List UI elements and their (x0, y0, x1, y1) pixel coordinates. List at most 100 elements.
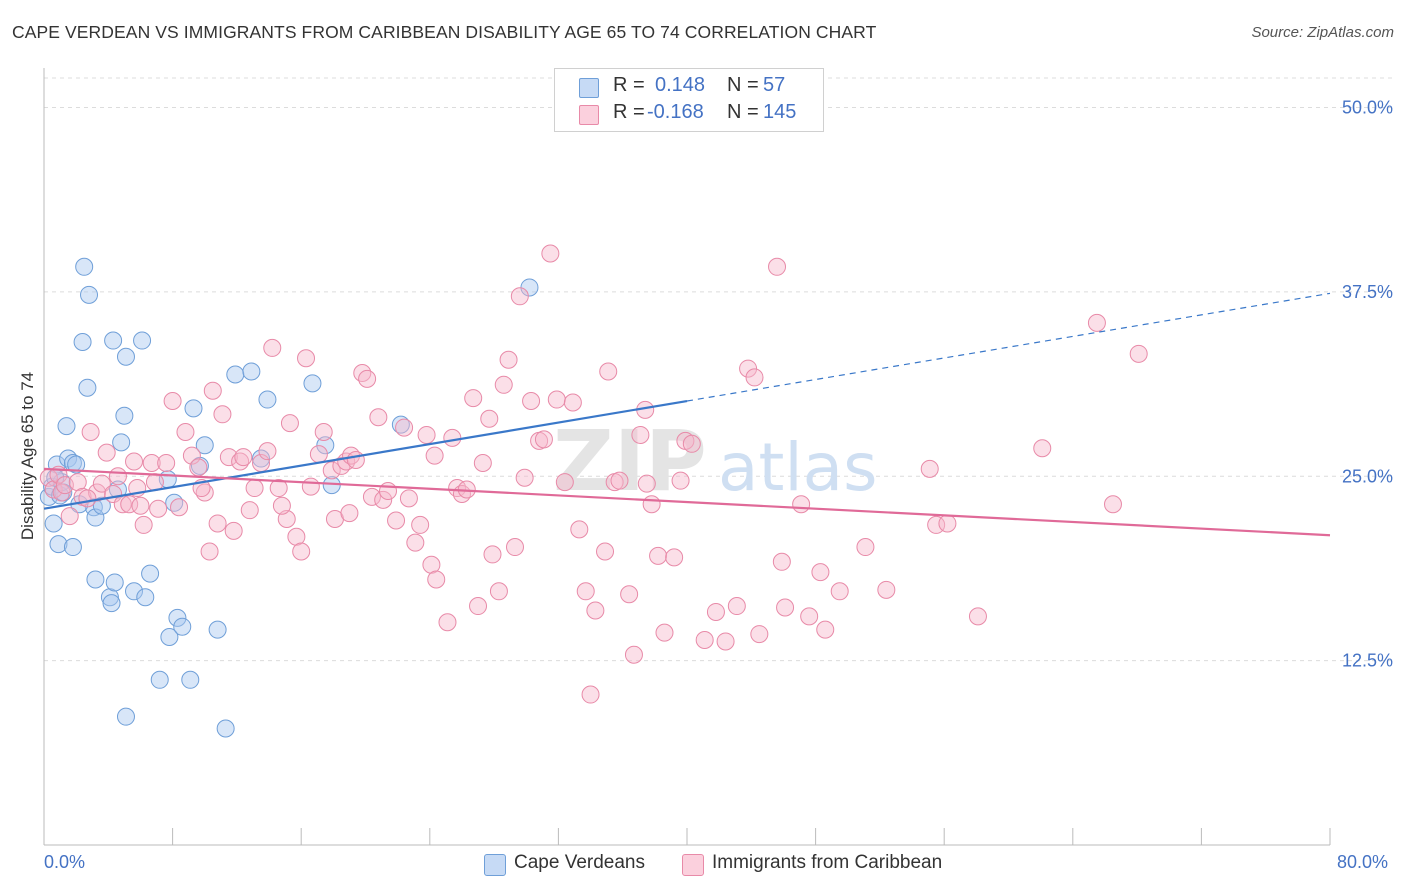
legend-label: Cape Verdeans (514, 852, 645, 873)
chart-title: CAPE VERDEAN VS IMMIGRANTS FROM CARIBBEA… (12, 22, 877, 42)
point-caribbean (695, 630, 714, 649)
point-caribbean (208, 514, 227, 533)
y-tick-labels: 12.5% 25.0% 37.5% 50.0% (1342, 98, 1393, 671)
point-cape-verdean (86, 570, 105, 589)
point-cape-verdean (316, 436, 335, 455)
trend-lines (43, 292, 1331, 537)
point-cape-verdean (133, 331, 152, 350)
point-caribbean (570, 520, 589, 539)
point-caribbean (443, 428, 462, 447)
stats-legend: R = 0.148 N = 57 R = -0.168 N = 145 (554, 68, 824, 132)
point-caribbean (120, 495, 139, 514)
point-caribbean (189, 458, 208, 477)
point-caribbean (494, 375, 513, 394)
point-cape-verdean (141, 564, 160, 583)
point-caribbean (387, 511, 406, 530)
point-caribbean (581, 685, 600, 704)
point-caribbean (489, 582, 508, 601)
legend-row-caribbean: R = -0.168 N = 145 (555, 101, 823, 127)
point-caribbean (422, 555, 441, 574)
point-caribbean (97, 443, 116, 462)
point-caribbean (234, 448, 253, 467)
point-cape-verdean (57, 417, 76, 436)
point-caribbean (170, 498, 189, 517)
point-cape-verdean (80, 285, 99, 304)
point-caribbean (292, 542, 311, 561)
point-caribbean (309, 445, 328, 464)
legend-n-label: N = (727, 101, 759, 123)
point-caribbean (322, 461, 341, 480)
point-cape-verdean (116, 347, 135, 366)
point-caribbean (219, 448, 238, 467)
point-caribbean (522, 392, 541, 411)
point-caribbean (374, 490, 393, 509)
point-caribbean (1103, 495, 1122, 514)
point-caribbean (395, 418, 414, 437)
point-caribbean (258, 442, 277, 461)
point-cape-verdean (226, 365, 245, 384)
point-cape-verdean (168, 608, 187, 627)
point-caribbean (599, 362, 618, 381)
point-caribbean (968, 607, 987, 626)
point-cape-verdean (67, 455, 86, 474)
point-caribbean (610, 471, 629, 490)
legend-row-cape-verdeans: R = 0.148 N = 57 (555, 74, 823, 100)
point-cape-verdean (115, 406, 134, 425)
point-cape-verdean (160, 628, 179, 647)
y-tick-label: 50.0% (1342, 98, 1393, 118)
point-cape-verdean (258, 390, 277, 409)
point-caribbean (224, 521, 243, 540)
point-caribbean (314, 423, 333, 441)
point-caribbean (1129, 344, 1148, 363)
point-cape-verdean (63, 538, 82, 557)
point-caribbean (464, 389, 483, 408)
point-caribbean (750, 625, 769, 644)
point-caribbean (706, 602, 725, 621)
point-caribbean (920, 459, 939, 478)
point-caribbean (346, 451, 365, 470)
legend-swatch-pink (579, 105, 599, 125)
point-caribbean (631, 425, 650, 444)
y-axis-label: Disability Age 65 to 74 (18, 371, 37, 541)
point-caribbean (269, 479, 288, 498)
point-caribbean (362, 487, 381, 506)
point-cape-verdean (75, 257, 94, 276)
point-caribbean (142, 453, 161, 472)
legend-swatch-blue (484, 854, 506, 876)
point-caribbean (856, 538, 875, 557)
point-caribbean (555, 473, 574, 492)
point-caribbean (811, 563, 830, 582)
point-caribbean (353, 364, 372, 382)
point-caribbean (125, 452, 144, 471)
x-tick-label-min: 0.0% (44, 852, 86, 872)
point-caribbean (586, 601, 605, 620)
point-caribbean (131, 496, 150, 515)
point-caribbean (563, 393, 582, 412)
point-caribbean (427, 570, 446, 589)
point-caribbean (134, 515, 153, 534)
point-caribbean (108, 467, 127, 486)
point-caribbean (505, 538, 524, 557)
point-cape-verdean (252, 449, 271, 468)
point-caribbean (157, 453, 176, 472)
point-caribbean (92, 474, 111, 493)
point-cape-verdean (195, 436, 214, 455)
point-caribbean (637, 474, 656, 493)
point-cape-verdean (100, 588, 119, 607)
point-cape-verdean (391, 415, 410, 434)
point-caribbean (665, 548, 684, 567)
point-cape-verdean (216, 719, 235, 738)
trend-line-cape-verdean-extension (686, 292, 1331, 402)
point-caribbean (358, 369, 377, 388)
point-caribbean (547, 390, 566, 409)
legend-r-value: -0.168 (647, 101, 704, 123)
trend-line-caribbean (43, 467, 1331, 537)
point-caribbean (176, 423, 195, 441)
point-caribbean (240, 501, 259, 520)
point-cape-verdean (173, 617, 192, 636)
point-caribbean (88, 483, 107, 502)
legend-swatch-pink (682, 854, 704, 876)
legend-r-label: R = (613, 74, 645, 96)
point-caribbean (340, 504, 359, 523)
